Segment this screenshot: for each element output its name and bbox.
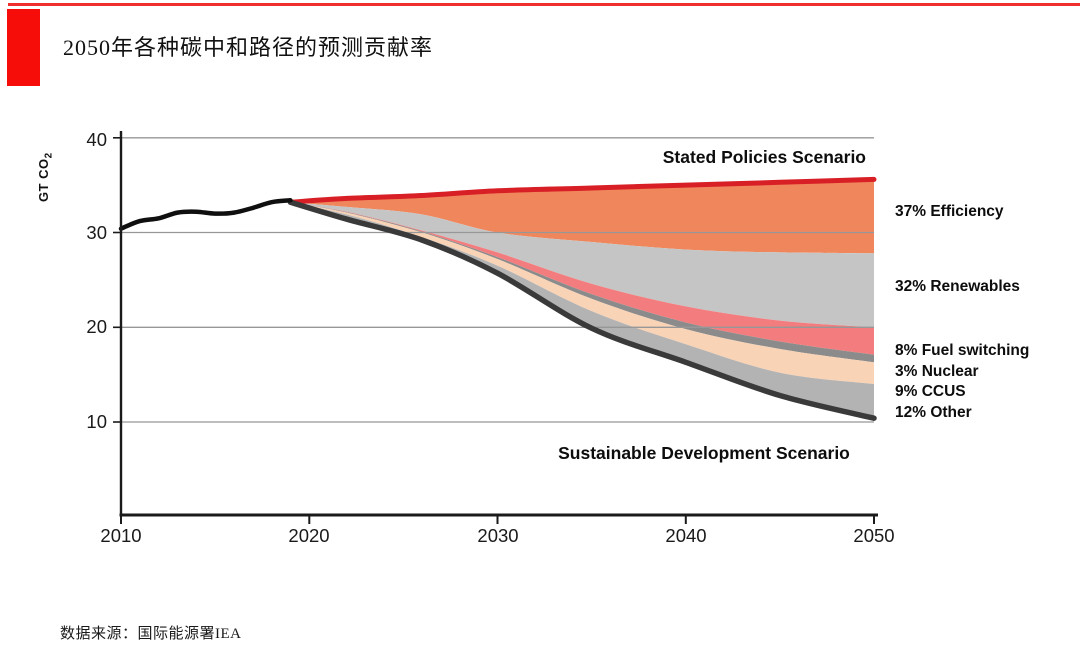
data-source-note: 数据来源：国际能源署IEA <box>60 626 242 642</box>
renewables-band-label: 32% Renewables <box>895 278 1020 295</box>
ccus-band-label: 9% CCUS <box>895 383 966 400</box>
x-tick-2050: 2050 <box>853 525 895 546</box>
chart-bands <box>290 179 874 419</box>
other-band-label: 12% Other <box>895 404 972 421</box>
line-sustainable-development <box>287 199 877 421</box>
y-tick-20: 20 <box>86 316 107 337</box>
line-stated-policies <box>287 176 877 205</box>
band-ccus <box>290 202 874 385</box>
historical-emissions <box>118 198 293 231</box>
stated-policies-label: Stated Policies Scenario <box>662 147 866 167</box>
red-accent-block <box>7 9 40 86</box>
chart-axes <box>113 131 878 524</box>
x-tick-2010: 2010 <box>100 525 142 546</box>
nuclear-band-label: 3% Nuclear <box>895 363 979 380</box>
band-renewables <box>290 202 874 328</box>
x-tick-2020: 2020 <box>288 525 330 546</box>
y-tick-40: 40 <box>86 129 107 150</box>
chart-scenario-lines <box>118 176 877 421</box>
fuel-switching-band-label: 8% Fuel switching <box>895 342 1030 359</box>
x-tick-2040: 2040 <box>665 525 707 546</box>
y-axis-label: GT CO2 <box>36 152 55 202</box>
y-tick-30: 30 <box>86 222 107 243</box>
sustainable-development-label: Sustainable Development Scenario <box>558 443 850 463</box>
chart-gridlines <box>121 137 874 423</box>
x-tick-2030: 2030 <box>477 525 519 546</box>
y-tick-10: 10 <box>86 411 107 432</box>
band-efficiency <box>290 179 874 254</box>
efficiency-band-label: 37% Efficiency <box>895 203 1004 220</box>
band-other <box>290 202 874 419</box>
page-title: 2050年各种碳中和路径的预测贡献率 <box>63 35 434 60</box>
band-fuel-switching <box>290 202 874 355</box>
top-accent-line <box>8 3 1080 6</box>
